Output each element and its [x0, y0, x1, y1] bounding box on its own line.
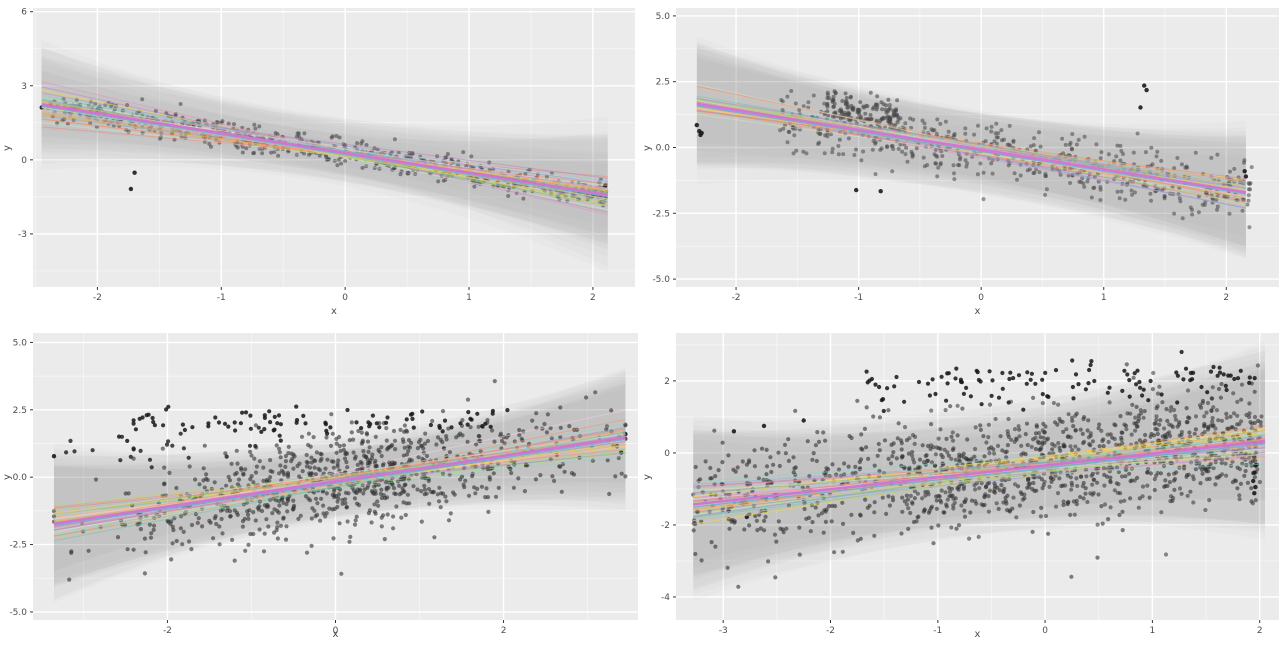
y-axis-label: y	[2, 473, 13, 480]
plot-canvas-bottom-left: -2 0 2 5.0 2.5 0.0 -2.5 -5.0	[9, 333, 638, 636]
x-axis-label: x	[974, 306, 981, 317]
svg-text:-5.0: -5.0	[652, 275, 670, 285]
svg-text:5.0: 5.0	[13, 338, 28, 348]
svg-text:2: 2	[501, 626, 507, 636]
plot-canvas-top-right: -2 -1 0 1 2 5.0 2.5 0.0 -2.5 -5.0	[652, 8, 1279, 303]
svg-text:1: 1	[1150, 626, 1156, 636]
svg-text:-2: -2	[93, 293, 102, 303]
svg-text:2: 2	[664, 377, 670, 387]
scatter-panel-bottom-right: -3 -2 -1 0 1 2 2 0 -2 -4 x y	[640, 325, 1280, 646]
svg-text:0: 0	[342, 293, 348, 303]
svg-text:-1: -1	[854, 293, 863, 303]
svg-text:0.0: 0.0	[13, 473, 28, 483]
svg-text:1: 1	[1101, 293, 1107, 303]
svg-text:-3: -3	[18, 230, 27, 240]
scatter-panel-top-left: -2 -1 0 1 2 6 3 0 -3 x y	[0, 0, 640, 323]
svg-text:5.0: 5.0	[656, 12, 671, 22]
x-axis-label: x	[332, 629, 339, 640]
x-axis-label: x	[974, 629, 981, 640]
svg-text:-5.0: -5.0	[9, 608, 27, 618]
svg-text:-2: -2	[163, 626, 172, 636]
svg-text:2: 2	[590, 293, 596, 303]
scatter-panel-top-right: -2 -1 0 1 2 5.0 2.5 0.0 -2.5 -5.0 x y	[640, 0, 1280, 323]
svg-text:2: 2	[1223, 293, 1229, 303]
svg-text:-2.5: -2.5	[652, 209, 670, 219]
svg-text:6: 6	[21, 8, 27, 18]
svg-text:-3: -3	[719, 626, 728, 636]
svg-text:0: 0	[978, 293, 984, 303]
y-axis-label: y	[2, 144, 13, 151]
svg-text:-2: -2	[826, 626, 835, 636]
svg-text:-2: -2	[732, 293, 741, 303]
svg-text:2.5: 2.5	[656, 78, 670, 88]
svg-text:0.0: 0.0	[656, 144, 671, 154]
svg-text:-4: -4	[661, 593, 670, 603]
y-axis-label: y	[642, 144, 653, 151]
svg-text:0: 0	[21, 156, 27, 166]
svg-text:1: 1	[466, 293, 472, 303]
x-axis-label: x	[331, 306, 337, 317]
svg-text:-2.5: -2.5	[9, 541, 27, 551]
y-axis-label: y	[642, 473, 653, 480]
svg-text:0: 0	[333, 626, 339, 636]
svg-text:0: 0	[664, 449, 670, 459]
plot-canvas-bottom-right: -3 -2 -1 0 1 2 2 0 -2 -4	[661, 333, 1279, 636]
scatter-panel-bottom-left: -2 0 2 5.0 2.5 0.0 -2.5 -5.0 x y	[0, 325, 640, 646]
svg-text:0: 0	[1042, 626, 1048, 636]
svg-text:3: 3	[21, 82, 27, 92]
svg-text:2: 2	[1257, 626, 1263, 636]
plot-canvas-top-left: -2 -1 0 1 2 6 3 0 -3	[18, 8, 635, 303]
svg-text:-2: -2	[661, 521, 670, 531]
svg-text:-1: -1	[933, 626, 942, 636]
svg-text:-1: -1	[217, 293, 226, 303]
svg-text:2.5: 2.5	[13, 406, 27, 416]
